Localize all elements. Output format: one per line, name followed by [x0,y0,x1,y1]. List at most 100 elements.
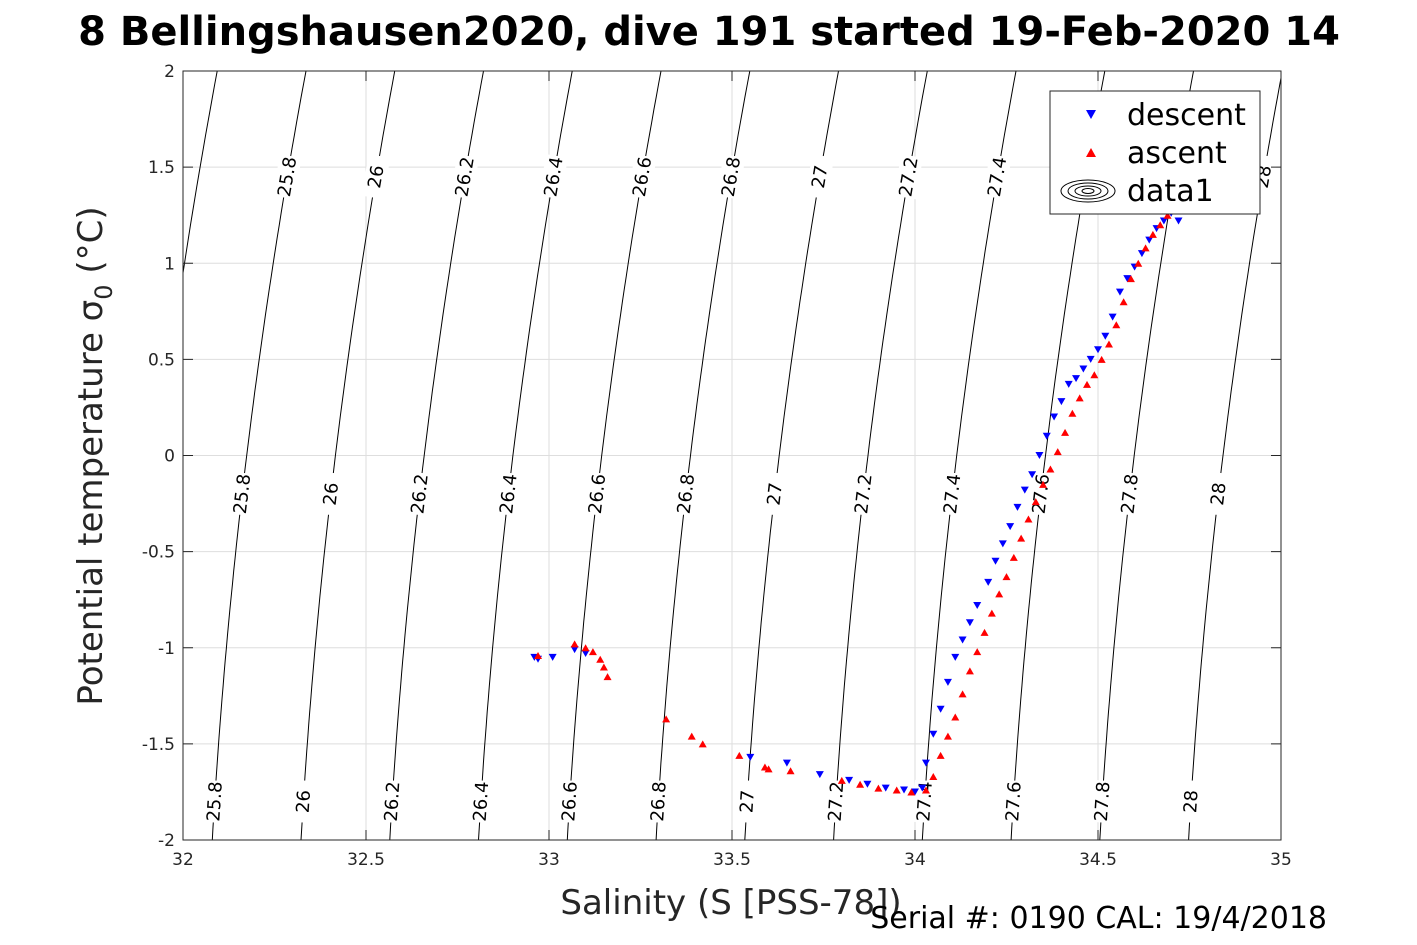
legend-entry-descent: descent [1086,98,1246,133]
legend-entry-ascent: ascent [1086,136,1227,171]
legend-box [1049,90,1261,215]
ascent-point-30 [1002,573,1011,581]
contour-label-9-1: 27.4 [938,471,966,517]
descent-point-35 [1079,365,1088,373]
contour-label-text: 27.8 [1091,781,1115,822]
ascent-point-23 [951,713,960,721]
contour-label-bg [734,779,760,824]
y-tick-label-4: 0 [164,447,175,467]
ascent-point-31 [1009,553,1018,561]
contour-label-3-1: 26.2 [406,471,433,517]
contour-label-bg [823,779,849,824]
contour-label-text: 25.8 [203,781,227,822]
ascent-point-42 [1090,371,1099,379]
contour-label-bg [982,154,1012,200]
contour-label-bg [716,154,746,200]
chart-title: 8 Bellingshausen2020, dive 191 started 1… [78,9,1340,55]
ascent-point-26 [973,648,982,656]
ascent-point-5 [599,663,608,671]
legend: descent ascent data1 [1049,90,1261,215]
ascent-point-6 [603,673,612,681]
contour-label-bg [761,471,789,517]
contour-label-bg [317,471,345,517]
ascent-point-33 [1024,515,1033,523]
ascent-point-14 [837,776,846,784]
contour-label-bg [468,779,494,824]
descent-point-7 [815,771,824,779]
ascent-point-44 [1104,340,1113,348]
descent-point-36 [1086,355,1095,363]
ascent-point-0 [534,651,543,659]
descent-point-22 [984,578,993,586]
ascent-point-27 [980,628,989,636]
x-tick-label-0: 32 [172,850,194,870]
ascent-point-49 [1141,244,1150,252]
descent-point-5 [746,753,755,761]
descent-point-27 [1020,486,1029,494]
y-tick-label-2: -1 [158,639,175,659]
ascent-point-1 [570,640,579,648]
ascent-point-17 [892,786,901,794]
ascent-point-28 [987,609,996,617]
contour-label-6-1: 26.8 [672,471,700,517]
ascent-point-34 [1031,498,1040,506]
descent-point-15 [929,730,938,738]
sigma-contour-3 [389,71,484,840]
contour-label-bg [450,154,480,200]
ascent-point-13 [786,767,795,775]
y-axis-label-unit: (°C) [71,206,111,284]
contour-label-bg [539,154,568,200]
ascent-point-12 [764,765,773,773]
contour-label-text: 26.6 [558,781,582,822]
descent-point-23 [991,557,1000,565]
contour-label-text: 27.2 [825,781,849,822]
ascent-point-41 [1083,380,1092,388]
contour-label-12-2: 28 [1178,779,1204,824]
ascent-point-9 [698,740,707,748]
descent-point-3 [570,646,579,654]
x-axis-label: Salinity (S [PSS-78]) [560,883,901,923]
ascent-point-29 [995,590,1004,598]
contour-label-8-0: 27.2 [894,154,923,200]
contour-label-bg [938,471,966,517]
descent-point-16 [936,705,945,713]
contour-label-6-2: 26.8 [646,779,671,824]
contour-label-4-2: 26.4 [468,779,494,824]
contour-label-7-0: 27 [805,154,835,200]
ascent-point-21 [936,751,945,759]
contour-label-8-1: 27.2 [850,471,877,517]
contour-label-text: 27.6 [1029,473,1054,515]
contour-label-text: 26.8 [647,781,671,822]
contour-label-2-1: 26 [317,471,345,517]
descent-point-31 [1050,413,1059,421]
x-tick-label-4: 34 [904,850,926,870]
contour-label-bg [646,779,671,824]
contour-label-bg [850,471,877,517]
y-tick-label-5: 0.5 [148,350,175,370]
contour-label-bg [361,154,391,200]
descent-point-48 [1174,217,1183,225]
y-tick-label-3: -0.5 [142,543,175,563]
contour-label-text: 27.4 [940,473,965,515]
contour-label-text: 26.8 [674,473,699,515]
contour-label-bg [272,154,302,200]
contour-label-1-2: 25.8 [202,779,227,824]
y-tick-label-8: 2 [164,62,175,82]
y-tick-label-6: 1 [164,254,175,274]
series-descent [530,209,1183,796]
contour-label-10-2: 27.6 [1001,779,1026,824]
descent-point-6 [782,759,791,767]
contour-label-text: 26.4 [496,473,521,515]
contour-label-3-0: 26.2 [450,154,480,200]
descent-point-33 [1064,380,1073,388]
descent-point-28 [1028,471,1037,479]
contour-label-bg [557,779,582,824]
ascent-point-2 [581,644,590,652]
descent-point-25 [1006,523,1015,531]
contour-label-text: 27.2 [851,473,876,515]
ascent-point-19 [921,786,930,794]
descent-point-34 [1072,375,1081,383]
legend-descent-marker [1086,110,1096,119]
contour-label-11-1: 27.8 [1116,471,1144,517]
ascent-point-32 [1017,534,1026,542]
